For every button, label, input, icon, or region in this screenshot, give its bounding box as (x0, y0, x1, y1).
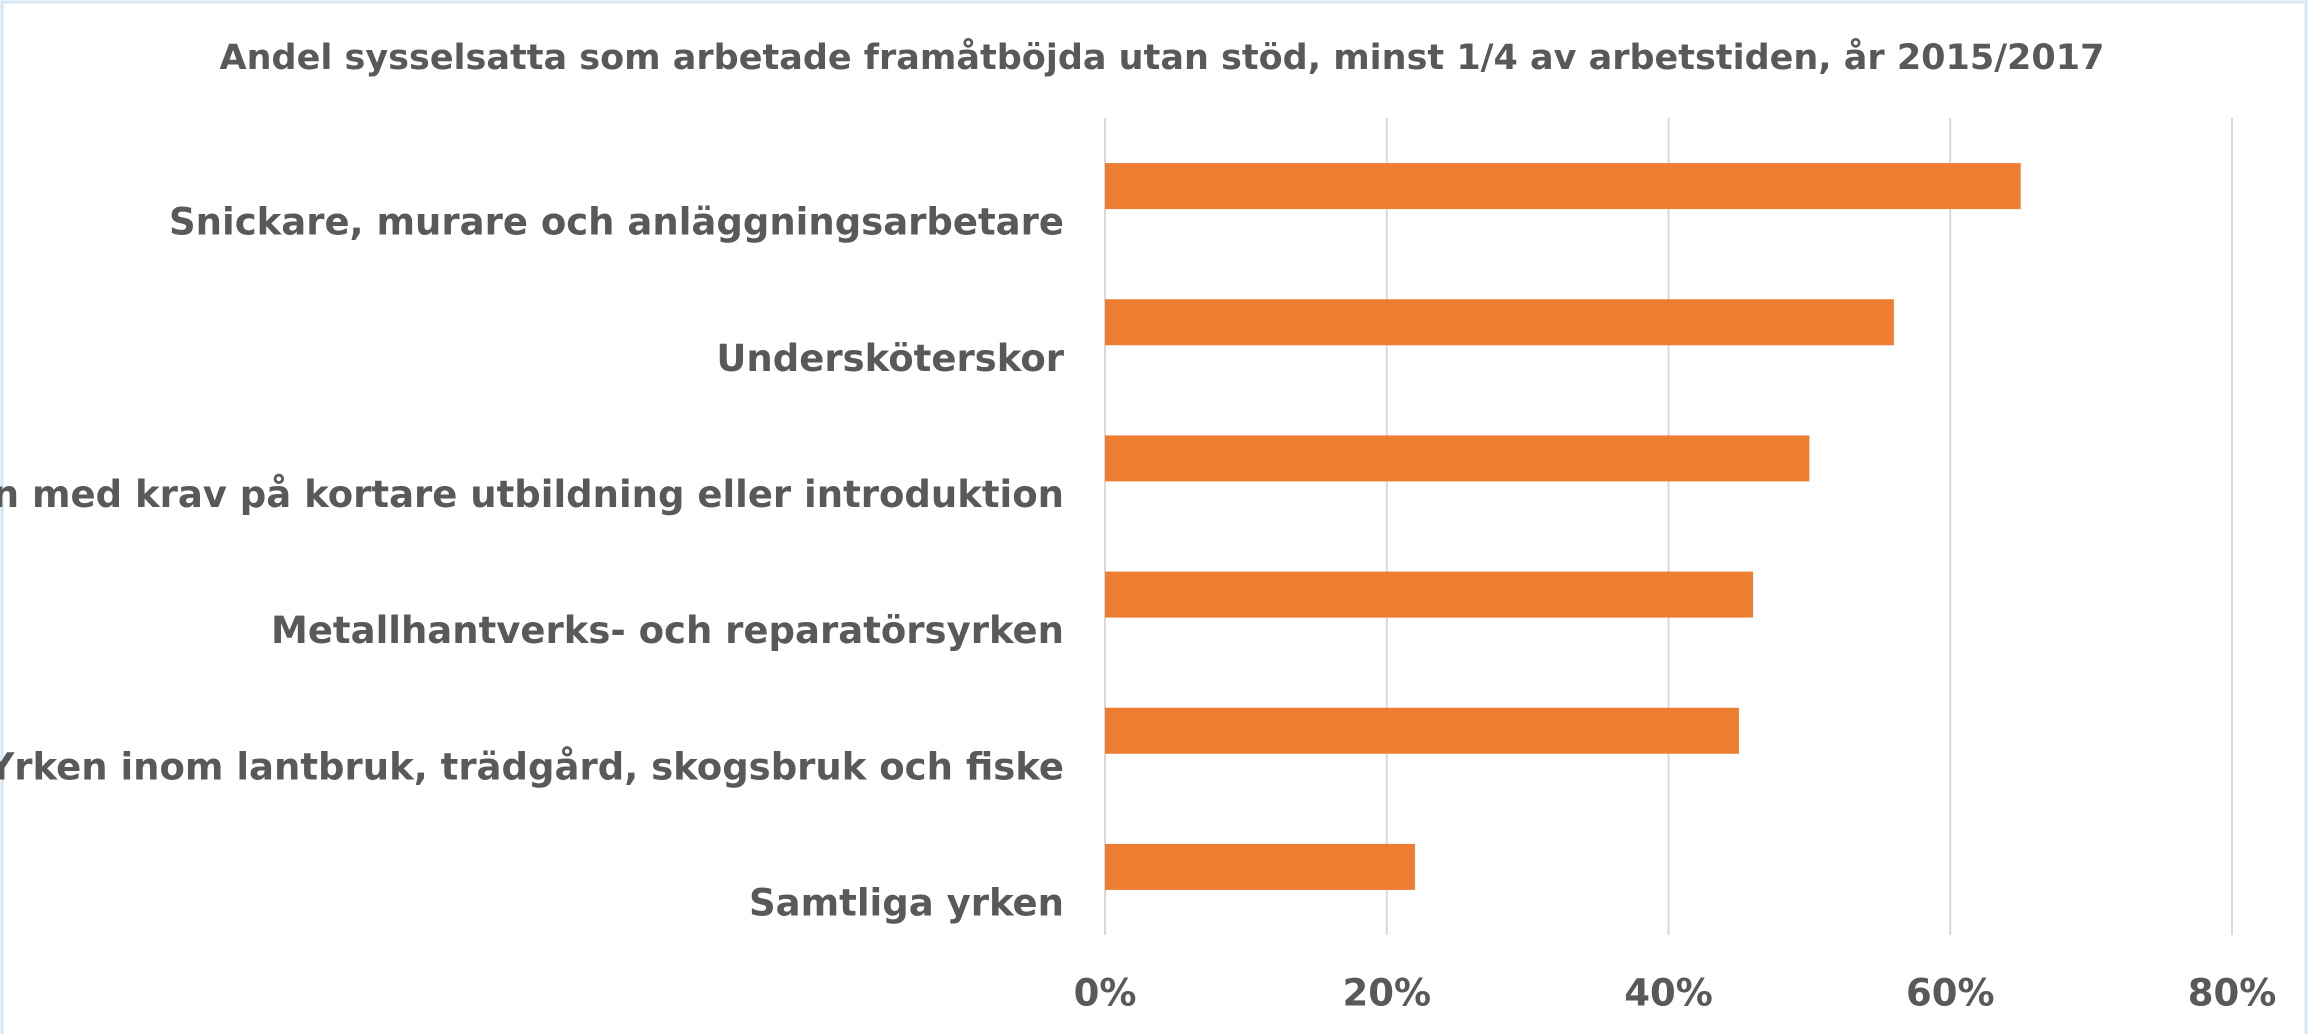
bar (1105, 299, 1894, 346)
y-tick-label: Undersköterskor (716, 337, 1064, 380)
x-tick-label: 20% (1342, 972, 1431, 1015)
y-tick-label: Metallhantverks- och reparatörsyrken (271, 609, 1064, 652)
y-tick-label: Yrken med krav på kortare utbildning ell… (0, 473, 1064, 516)
y-tick-label: Yrken inom lantbruk, trädgård, skogsbruk… (0, 745, 1064, 788)
x-tick-label: 80% (2188, 972, 2277, 1015)
y-tick-label: Snickare, murare och anläggningsarbetare (169, 201, 1064, 244)
x-tick-label: 40% (1624, 972, 1713, 1015)
x-tick-label: 60% (1906, 972, 1995, 1015)
x-tick-label: 0% (1074, 972, 1137, 1015)
bar (1105, 571, 1754, 618)
bar (1105, 435, 1810, 482)
bar (1105, 163, 2021, 210)
bar (1105, 843, 1415, 890)
y-tick-label: Samtliga yrken (749, 881, 1064, 924)
bar (1105, 707, 1739, 754)
chart-title: Andel sysselsatta som arbetade framåtböj… (220, 37, 2105, 78)
